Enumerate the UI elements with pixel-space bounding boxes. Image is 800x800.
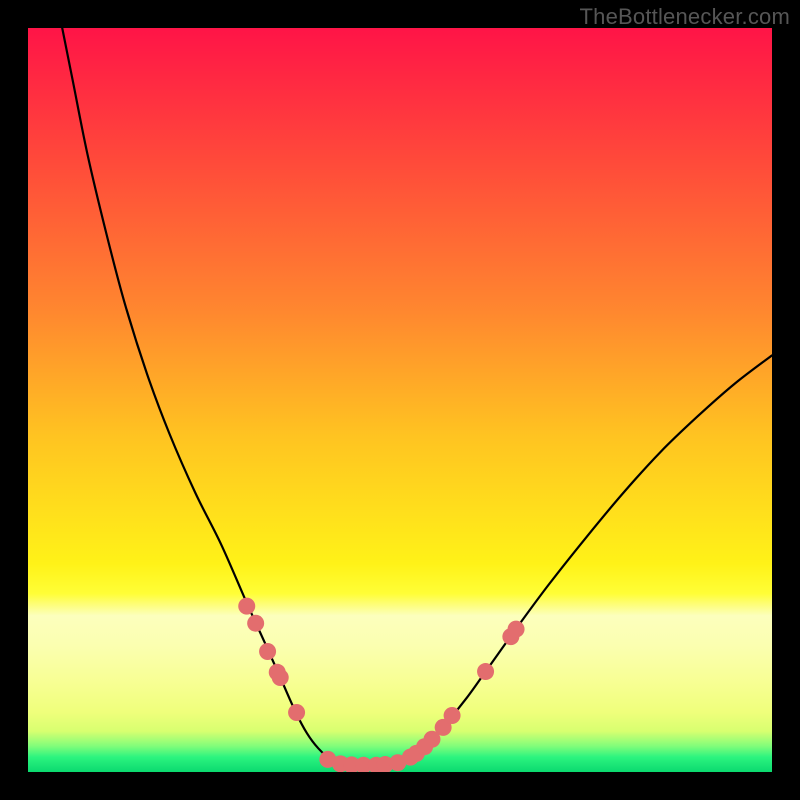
data-point — [247, 615, 264, 632]
data-point — [477, 663, 494, 680]
watermark-text: TheBottlenecker.com — [580, 4, 790, 30]
data-point — [444, 707, 461, 724]
data-point — [272, 669, 289, 686]
chart-background — [28, 28, 772, 772]
data-point — [288, 704, 305, 721]
data-point — [508, 621, 525, 638]
chart-area — [28, 28, 772, 772]
data-point — [238, 598, 255, 615]
data-point — [259, 643, 276, 660]
